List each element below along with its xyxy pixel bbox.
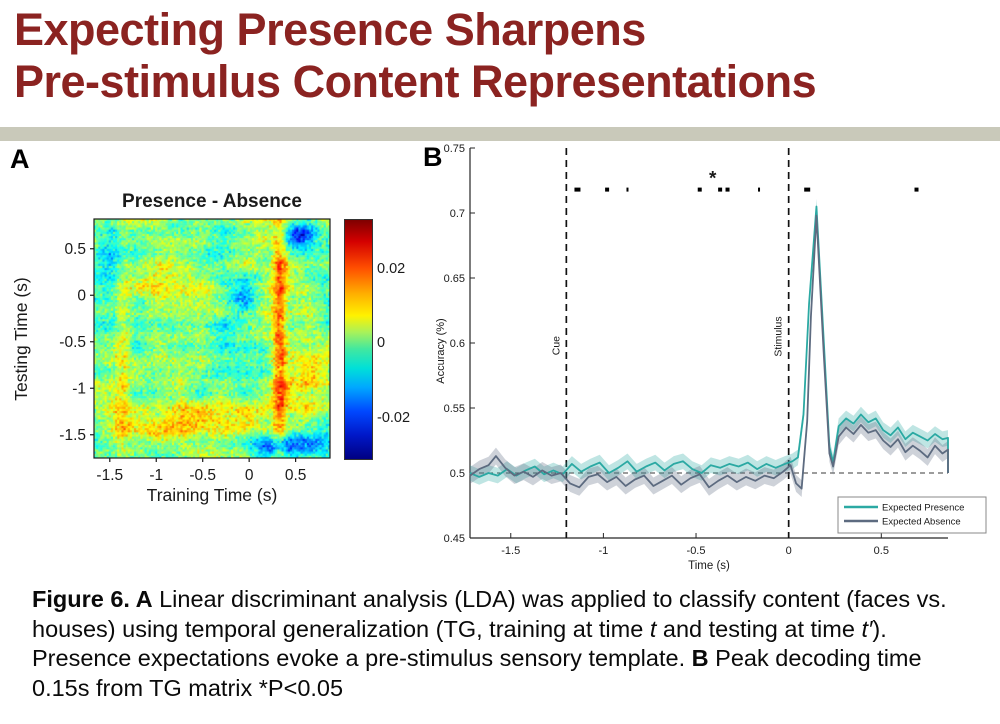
- colorbar-tick-zero: 0: [377, 335, 385, 351]
- legend-entry-label: Expected Absence: [882, 517, 961, 528]
- caption-text-2: and testing at time: [656, 615, 862, 642]
- y-tick-label: 0.55: [444, 403, 465, 415]
- significance-asterisk: *: [709, 168, 717, 189]
- y-tick-label: 0.5: [450, 468, 465, 480]
- figure-caption: Figure 6. A Linear discriminant analysis…: [32, 585, 982, 703]
- slide-title: Expecting Presence Sharpens Pre-stimulus…: [14, 4, 817, 108]
- legend-entry-label: Expected Presence: [882, 503, 964, 514]
- y-tick-label: -0.5: [59, 334, 86, 351]
- caption-italic-t: t: [649, 615, 657, 642]
- caption-panel-a-ref: A: [135, 586, 153, 612]
- panel-b-chart: Accuracy (%) Time (s) 0.45 0.5 0.55 0.6 0.65…: [435, 143, 987, 572]
- legend-box: [837, 496, 987, 534]
- accuracy-ylabel: Accuracy (%): [435, 318, 447, 383]
- heatmap-border: [93, 218, 331, 459]
- significance-marker: [626, 187, 629, 192]
- panel-a-axes: Presence - Absence Training Time (s) Tes…: [11, 191, 410, 505]
- heatmap-xlabel: Training Time (s): [147, 485, 278, 505]
- significance-marker: [804, 187, 811, 192]
- significance-marker: [574, 187, 581, 192]
- x-tick-label: -1.5: [96, 467, 123, 484]
- y-tick-label: 0.65: [444, 273, 465, 285]
- x-tick-label: -1: [599, 545, 609, 557]
- significance-marker: [605, 187, 610, 192]
- heatmap-title: Presence - Absence: [122, 191, 302, 212]
- significance-marker: [914, 187, 919, 192]
- event-label-stimulus: Stimulus: [773, 316, 785, 356]
- y-tick-label: 0.75: [444, 143, 465, 155]
- x-tick-label: -1.5: [501, 545, 520, 557]
- x-tick-label: 0.5: [285, 467, 307, 484]
- caption-italic-t-prime: t′: [861, 615, 873, 642]
- divider-bar: [0, 127, 1000, 141]
- slide-title-line2: Pre-stimulus Content Representations: [14, 56, 817, 107]
- slide-title-line1: Expecting Presence Sharpens: [14, 4, 646, 55]
- tg-heatmap: [94, 219, 330, 458]
- y-tick-label: 0.5: [64, 241, 86, 258]
- caption-text-3: ). Presence expectations evoke a pre-sti…: [32, 615, 887, 672]
- caption-figure-number: Figure 6.: [32, 586, 136, 612]
- heatmap-ylabel: Testing Time (s): [11, 277, 31, 401]
- colorbar-tick-max: 0.02: [377, 261, 405, 277]
- x-tick-label: -1: [149, 467, 163, 484]
- caption-text-4: Peak decoding time 0.15s from TG matrix …: [32, 645, 922, 701]
- y-tick-label: 0.7: [450, 208, 465, 220]
- y-tick-label: 0.6: [450, 338, 465, 350]
- x-tick-label: 0: [786, 545, 792, 557]
- series-line: [469, 214, 949, 490]
- series-band: [470, 198, 948, 485]
- y-tick-label: 0.45: [444, 533, 465, 545]
- significance-marker: [725, 187, 730, 192]
- significance-marker: [718, 187, 723, 192]
- colorbar: [344, 219, 373, 460]
- event-label-cue: Cue: [550, 336, 562, 355]
- y-tick-label: -1.5: [59, 427, 86, 444]
- caption-text-1: Linear discriminant analysis (LDA) was a…: [32, 586, 947, 642]
- x-tick-label: -0.5: [189, 467, 216, 484]
- significance-marker: [697, 187, 702, 192]
- panel-a-label: A: [10, 144, 30, 174]
- x-tick-label: 0.5: [874, 545, 889, 557]
- x-tick-label: 0: [245, 467, 254, 484]
- panel-b-label: B: [423, 142, 443, 172]
- colorbar-tick-min: -0.02: [377, 410, 410, 426]
- significance-marker: [758, 187, 761, 192]
- x-tick-label: -0.5: [687, 545, 706, 557]
- y-tick-label: 0: [77, 287, 86, 304]
- y-tick-label: -1: [72, 380, 86, 397]
- time-xlabel: Time (s): [688, 560, 730, 572]
- caption-panel-b-ref: B: [691, 645, 709, 671]
- series-band: [470, 207, 948, 498]
